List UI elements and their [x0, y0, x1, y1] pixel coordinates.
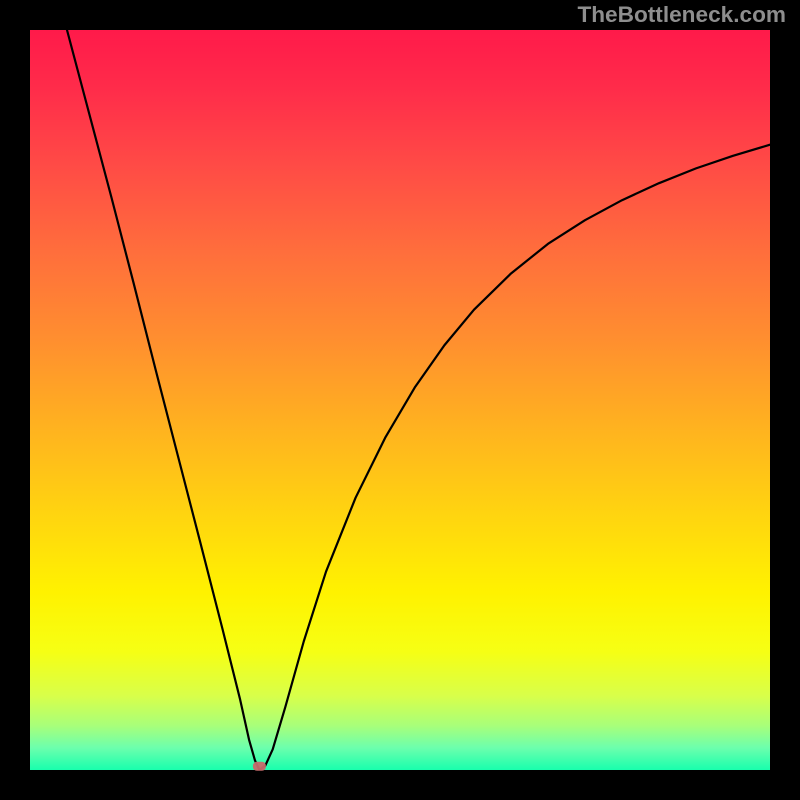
figure-container: TheBottleneck.com	[0, 0, 800, 800]
plot-background	[30, 30, 770, 770]
watermark-text: TheBottleneck.com	[577, 2, 786, 28]
chart-svg	[0, 0, 800, 800]
min-marker	[253, 762, 266, 771]
